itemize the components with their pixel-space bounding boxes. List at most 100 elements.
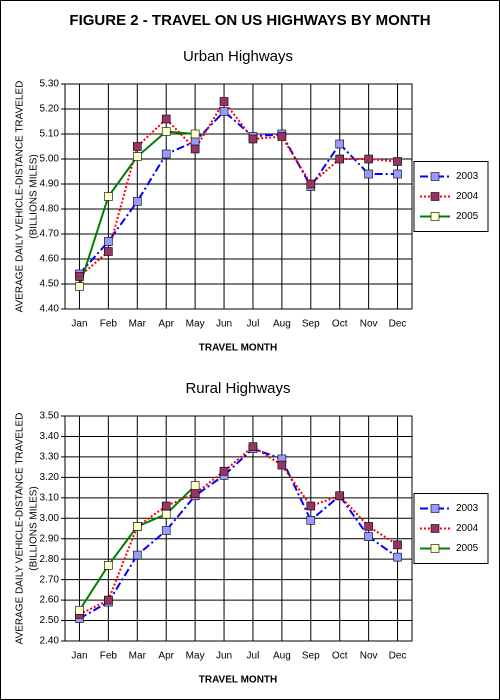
marker: [161, 509, 171, 519]
plot-area: [65, 416, 412, 641]
y-tick-label: 3.10: [40, 492, 60, 503]
marker: [306, 516, 316, 525]
y-tick-label: 3.20: [40, 472, 60, 483]
series-line: [78, 110, 398, 275]
plot-border: [64, 415, 413, 642]
marker: [190, 144, 200, 154]
x-tick-label: Dec: [389, 651, 407, 662]
x-tick-label: Mar: [129, 319, 147, 330]
x-tick-label: Oct: [332, 319, 348, 330]
x-tick-label: Jun: [216, 319, 232, 330]
y-tick-label: 2.50: [40, 615, 60, 626]
marker: [161, 114, 171, 124]
legend-label: 2005: [456, 211, 479, 222]
chart-title: Rural Highways: [185, 380, 290, 397]
marker: [335, 154, 345, 164]
legend-marker: [430, 172, 440, 181]
marker: [393, 540, 402, 550]
marker: [75, 606, 84, 615]
marker: [161, 526, 171, 535]
x-tick-label: Apr: [158, 651, 174, 662]
marker: [364, 169, 373, 179]
marker: [277, 132, 287, 141]
marker: [393, 552, 402, 562]
x-tick-label: Jul: [247, 651, 260, 662]
x-tick-label: May: [186, 651, 205, 662]
marker: [364, 522, 373, 531]
x-tick-label: Nov: [360, 319, 378, 330]
marker: [190, 137, 200, 146]
legend-label: 2005: [456, 543, 479, 554]
marker: [306, 179, 316, 189]
marker: [161, 127, 171, 136]
x-tick-label: Feb: [100, 651, 118, 662]
y-tick-label: 2.60: [40, 595, 60, 606]
y-tick-label: 4.40: [40, 304, 60, 315]
marker: [393, 157, 402, 166]
legend-label: 2003: [456, 171, 479, 182]
y-tick-label: 4.70: [40, 229, 60, 240]
legend-box: [413, 161, 489, 232]
x-tick-label: Sep: [302, 319, 320, 330]
x-axis-label: TRAVEL MONTH: [199, 675, 278, 686]
marker: [219, 107, 229, 116]
y-tick-label: 5.10: [40, 129, 60, 140]
x-tick-label: May: [186, 319, 205, 330]
plot-area: [65, 84, 412, 309]
marker: [104, 561, 113, 570]
legend-label: 2003: [456, 503, 479, 514]
marker: [190, 129, 200, 139]
marker: [364, 532, 373, 541]
plot-border: [64, 83, 413, 310]
legend-marker: [430, 544, 440, 553]
marker: [190, 481, 200, 490]
y-tick-label: 2.90: [40, 533, 60, 544]
marker: [393, 169, 402, 179]
y-axis-label: AVERAGE DAILY VEHICLE-DISTANCE TRAVELED: [15, 81, 26, 313]
y-tick-label: 2.80: [40, 554, 60, 565]
marker: [104, 595, 113, 605]
x-tick-label: Jan: [71, 651, 87, 662]
x-tick-label: Oct: [332, 651, 348, 662]
y-axis-label: (BILLIONS MILES): [29, 154, 40, 238]
marker: [161, 149, 171, 159]
y-tick-label: 3.40: [40, 431, 60, 442]
y-tick-label: 5.30: [40, 79, 60, 90]
series-line: [78, 447, 399, 620]
marker: [104, 192, 113, 201]
x-axis-label: TRAVEL MONTH: [199, 343, 278, 354]
legend-label: 2004: [456, 191, 479, 202]
y-tick-label: 4.60: [40, 254, 60, 265]
y-tick-label: 4.50: [40, 279, 60, 290]
marker: [132, 550, 142, 560]
marker: [306, 501, 316, 511]
marker: [248, 134, 258, 144]
y-axis-label: AVERAGE DAILY VEHICLE-DISTANCE TRAVELED: [15, 413, 26, 645]
y-tick-label: 3.00: [40, 513, 60, 524]
y-tick-label: 3.30: [40, 452, 60, 463]
x-tick-label: Feb: [100, 319, 118, 330]
marker: [75, 282, 84, 291]
marker: [132, 197, 142, 206]
x-tick-label: Nov: [360, 651, 378, 662]
y-tick-label: 5.00: [40, 154, 60, 165]
legend-marker: [430, 504, 440, 513]
marker: [364, 154, 373, 164]
x-tick-label: Dec: [389, 319, 407, 330]
y-tick-label: 5.20: [40, 104, 60, 115]
x-tick-label: Aug: [273, 651, 291, 662]
x-tick-label: Aug: [273, 319, 291, 330]
y-tick-label: 3.50: [40, 411, 60, 422]
marker: [75, 272, 84, 281]
marker: [219, 466, 229, 476]
marker: [335, 139, 345, 149]
x-tick-label: Jun: [216, 651, 232, 662]
legend-marker: [430, 212, 440, 221]
x-tick-label: Mar: [129, 651, 147, 662]
y-axis-label: (BILLIONS MILES): [29, 486, 40, 570]
marker: [219, 97, 229, 106]
legend-marker: [430, 524, 440, 533]
marker: [104, 247, 113, 256]
x-tick-label: Sep: [302, 651, 320, 662]
